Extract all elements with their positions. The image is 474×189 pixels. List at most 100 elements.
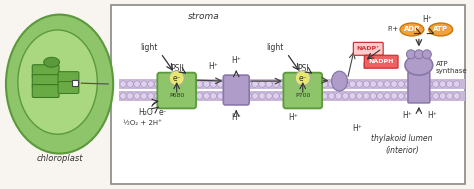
Bar	[119, 91, 465, 101]
Ellipse shape	[18, 30, 97, 134]
Circle shape	[447, 93, 453, 99]
Circle shape	[363, 93, 369, 99]
Circle shape	[203, 81, 210, 87]
Circle shape	[196, 81, 203, 87]
Circle shape	[419, 81, 425, 87]
Text: ATP
synthase: ATP synthase	[436, 61, 467, 74]
Circle shape	[419, 93, 425, 99]
Circle shape	[238, 93, 245, 99]
Circle shape	[245, 81, 251, 87]
Text: PSII: PSII	[170, 64, 183, 73]
Circle shape	[433, 81, 439, 87]
Circle shape	[287, 93, 293, 99]
Circle shape	[273, 81, 279, 87]
Text: NADP⁺: NADP⁺	[356, 46, 380, 51]
Circle shape	[266, 93, 272, 99]
Circle shape	[363, 81, 369, 87]
Circle shape	[162, 93, 168, 99]
Circle shape	[155, 93, 161, 99]
Ellipse shape	[331, 71, 347, 91]
Circle shape	[134, 93, 140, 99]
Circle shape	[335, 93, 342, 99]
Text: H⁺: H⁺	[427, 111, 437, 120]
FancyBboxPatch shape	[111, 5, 465, 184]
FancyBboxPatch shape	[283, 73, 322, 108]
Text: chloroplast: chloroplast	[36, 153, 83, 163]
Circle shape	[412, 93, 418, 99]
Text: e⁻: e⁻	[173, 74, 181, 83]
Ellipse shape	[400, 23, 424, 36]
Circle shape	[231, 81, 237, 87]
Text: H⁺: H⁺	[231, 113, 241, 122]
Circle shape	[308, 81, 314, 87]
Circle shape	[342, 93, 348, 99]
Circle shape	[426, 81, 432, 87]
Bar	[119, 79, 465, 89]
Text: H⁺: H⁺	[231, 56, 241, 65]
Circle shape	[398, 81, 404, 87]
Circle shape	[120, 81, 126, 87]
Circle shape	[252, 93, 258, 99]
Circle shape	[169, 81, 175, 87]
Circle shape	[370, 93, 376, 99]
Ellipse shape	[405, 55, 433, 75]
Text: NADPH: NADPH	[368, 59, 394, 64]
Circle shape	[148, 93, 154, 99]
Circle shape	[224, 93, 230, 99]
Circle shape	[169, 93, 175, 99]
Text: light: light	[266, 43, 284, 52]
Circle shape	[321, 81, 328, 87]
Circle shape	[162, 81, 168, 87]
Text: H⁺: H⁺	[352, 124, 362, 133]
Ellipse shape	[422, 50, 431, 59]
Circle shape	[349, 93, 356, 99]
Circle shape	[447, 81, 453, 87]
Circle shape	[280, 81, 286, 87]
Circle shape	[190, 93, 196, 99]
Circle shape	[175, 93, 182, 99]
Text: P680: P680	[169, 93, 184, 98]
Text: H⁺: H⁺	[362, 62, 372, 71]
Circle shape	[127, 93, 133, 99]
Circle shape	[391, 81, 397, 87]
Text: ½O₂ + 2H⁺: ½O₂ + 2H⁺	[122, 120, 161, 126]
Text: H⁺: H⁺	[209, 62, 219, 71]
Circle shape	[398, 93, 404, 99]
Circle shape	[190, 81, 196, 87]
Circle shape	[224, 81, 230, 87]
Circle shape	[301, 81, 307, 87]
Circle shape	[454, 93, 460, 99]
Text: H₂O: H₂O	[138, 108, 153, 117]
Text: ATP: ATP	[433, 26, 448, 33]
Circle shape	[134, 81, 140, 87]
Circle shape	[314, 93, 321, 99]
Circle shape	[259, 81, 265, 87]
Circle shape	[217, 93, 224, 99]
Ellipse shape	[407, 50, 415, 59]
FancyBboxPatch shape	[32, 75, 59, 88]
Text: e⁻: e⁻	[158, 108, 167, 117]
Circle shape	[321, 93, 328, 99]
FancyBboxPatch shape	[32, 65, 59, 78]
Ellipse shape	[429, 23, 453, 36]
FancyBboxPatch shape	[354, 42, 383, 55]
Text: thylakoid lumen
(interior): thylakoid lumen (interior)	[371, 134, 433, 155]
Circle shape	[252, 81, 258, 87]
Circle shape	[120, 93, 126, 99]
Circle shape	[384, 81, 390, 87]
Ellipse shape	[414, 50, 423, 59]
Circle shape	[301, 93, 307, 99]
FancyBboxPatch shape	[157, 73, 196, 108]
Circle shape	[405, 81, 411, 87]
Circle shape	[127, 81, 133, 87]
FancyBboxPatch shape	[58, 72, 79, 84]
Ellipse shape	[6, 15, 113, 153]
Circle shape	[293, 81, 300, 87]
Circle shape	[155, 81, 161, 87]
Text: PSI: PSI	[297, 64, 309, 73]
Ellipse shape	[44, 57, 60, 67]
Circle shape	[342, 81, 348, 87]
Circle shape	[454, 81, 460, 87]
Circle shape	[182, 81, 189, 87]
Circle shape	[391, 93, 397, 99]
